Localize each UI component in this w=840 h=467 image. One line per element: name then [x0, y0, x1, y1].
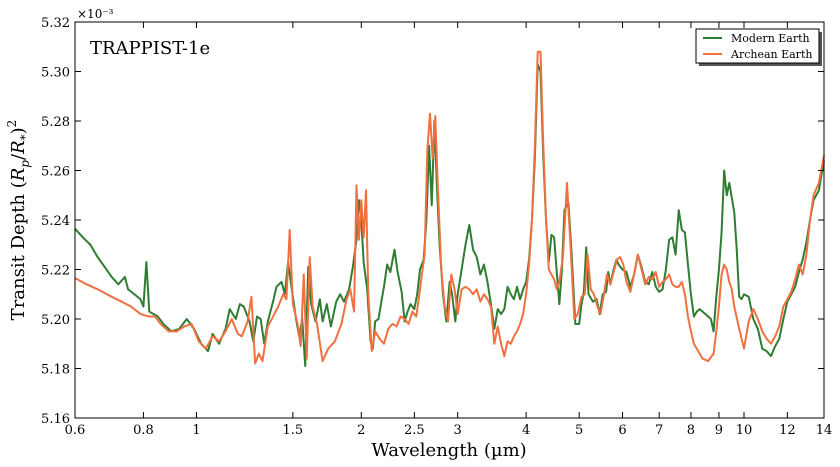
x-tick-label: 3: [454, 423, 462, 438]
y-tick-label: 5.32: [41, 16, 70, 31]
legend-label-modern-earth: Modern Earth: [731, 32, 810, 45]
y-axis-label: Transit Depth (Rp/R*)2: [5, 120, 32, 321]
x-tick-label: 1: [192, 423, 200, 438]
y-tick-label: 5.22: [41, 264, 70, 279]
x-tick-label: 9: [715, 423, 723, 438]
x-axis-label: Wavelength (µm): [371, 440, 526, 461]
series-line-archean-earth: [74, 50, 825, 365]
x-tick-label: 0.6: [65, 423, 86, 438]
series-layer: [74, 50, 825, 368]
x-tick-label: 6: [618, 423, 626, 438]
y-tick-label: 5.18: [41, 363, 70, 378]
y-tick-label: 5.28: [41, 115, 70, 130]
legend: Modern Earth Archean Earth: [695, 28, 822, 66]
tick-layer: 0.6 0.8 1 1.5 2 2.5 3 4 5 6 7 8 9 10 12 14 5.16 5.18 5.20 5…: [41, 16, 832, 438]
legend-label-archean-earth: Archean Earth: [730, 48, 812, 61]
x-tick-label: 14: [816, 423, 833, 438]
x-tick-label: 10: [736, 423, 753, 438]
plot-area: [75, 22, 824, 418]
x-tick-label: 2: [357, 423, 365, 438]
y-tick-label: 5.30: [41, 66, 70, 81]
y-tick-label: 5.24: [41, 214, 70, 229]
x-tick-label: 8: [687, 423, 695, 438]
x-tick-label: 7: [655, 423, 663, 438]
y-multiplier: ×10⁻³: [77, 7, 114, 21]
x-tick-label: 0.8: [133, 423, 154, 438]
x-tick-label: 4: [522, 423, 530, 438]
plot-frame: [74, 21, 825, 419]
x-tick-label: 1.5: [283, 423, 304, 438]
x-tick-label: 12: [779, 423, 796, 438]
x-tick-label: 5: [575, 423, 583, 438]
y-tick-label: 5.16: [41, 412, 70, 427]
planet-annotation: TRAPPIST-1e: [90, 38, 210, 59]
y-tick-label: 5.26: [41, 165, 70, 180]
legend-box: [695, 28, 820, 64]
y-tick-label: 5.20: [41, 313, 70, 328]
x-tick-label: 2.5: [404, 423, 425, 438]
